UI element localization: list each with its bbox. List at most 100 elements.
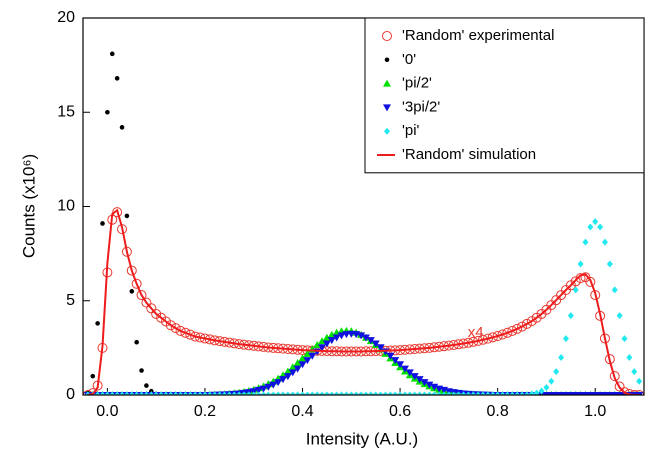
diamond-marker (123, 391, 130, 395)
diamond-marker (489, 391, 496, 395)
triangle-marker (425, 381, 434, 389)
diamond-marker (480, 391, 487, 395)
diamond-marker (362, 391, 369, 395)
diamond-marker (197, 391, 204, 395)
triangle-marker (376, 344, 385, 352)
diamond-marker (533, 389, 540, 395)
circle-marker (487, 332, 498, 343)
diamond-marker (158, 391, 165, 395)
diamond-marker (528, 390, 535, 395)
circle-marker (575, 273, 586, 284)
diamond-marker (611, 286, 618, 294)
circle-marker (512, 323, 523, 334)
diamond-marker (289, 391, 296, 395)
triangle-marker (327, 337, 336, 345)
dot-marker (105, 109, 110, 115)
x-axis-label: Intensity (A.U.) (306, 429, 418, 448)
diamond-marker (167, 391, 174, 395)
diamond-marker (192, 391, 199, 395)
x-tick-label: 0.8 (487, 403, 509, 420)
diamond-marker (606, 260, 613, 268)
triangle-marker (371, 340, 380, 348)
annotation: x4 (468, 324, 484, 341)
diamond-marker (597, 223, 604, 231)
circle-marker (497, 329, 508, 340)
triangle-marker (383, 79, 391, 87)
dot-marker (129, 289, 135, 294)
simulation-line (87, 208, 640, 395)
triangle-marker (415, 376, 424, 384)
triangle-marker (298, 354, 307, 362)
triangle-marker (313, 341, 322, 349)
circle-marker (185, 329, 196, 340)
diamond-marker (582, 238, 589, 246)
triangle-marker (269, 381, 278, 389)
diamond-marker (216, 391, 223, 395)
diamond-marker (280, 391, 287, 395)
dot-marker (139, 368, 144, 373)
diamond-marker (148, 391, 155, 395)
y-tick-label: 15 (57, 103, 75, 120)
dot-marker (114, 76, 120, 81)
dot-marker (90, 373, 96, 379)
x-tick-label: 0.6 (389, 403, 411, 420)
diamond-marker (348, 391, 355, 395)
dot-marker (384, 57, 390, 63)
triangle-marker (410, 373, 419, 381)
legend-label: 'Random' simulation (402, 146, 536, 163)
diamond-marker (416, 391, 423, 395)
diamond-marker (358, 391, 365, 395)
diamond-marker (392, 391, 399, 395)
circle-marker (478, 334, 489, 345)
circle-marker (585, 276, 596, 287)
diamond-marker (475, 391, 482, 395)
diamond-marker (319, 391, 326, 395)
dot-marker (124, 213, 130, 219)
y-tick-label: 0 (66, 386, 75, 403)
circle-marker (141, 297, 152, 308)
triangle-marker (259, 385, 268, 393)
diamond-marker (250, 391, 257, 395)
diamond-marker (299, 391, 306, 395)
diamond-marker (401, 391, 408, 395)
legend-label: '3pi/2' (402, 98, 440, 115)
circle-marker (609, 371, 620, 382)
circle-marker (502, 327, 513, 338)
diamond-marker (382, 391, 389, 395)
triangle-marker (383, 104, 391, 112)
diamond-marker (143, 391, 150, 395)
triangle-marker (342, 331, 351, 339)
diamond-marker (543, 383, 550, 391)
triangle-marker (303, 349, 312, 357)
legend-label: 'pi' (402, 122, 420, 139)
diamond-marker (460, 391, 467, 395)
circle-marker (180, 327, 191, 338)
diamond-marker (397, 391, 404, 395)
diamond-marker (372, 391, 379, 395)
circle-marker (492, 330, 503, 341)
diamond-marker (294, 391, 301, 395)
x-tick-label: 1.0 (584, 403, 606, 420)
diamond-marker (519, 391, 526, 395)
circle-marker (482, 333, 493, 344)
triangle-marker (420, 379, 429, 387)
diamond-marker (211, 391, 218, 395)
diamond-marker (119, 391, 126, 395)
dot-marker (95, 321, 100, 326)
diamond-marker (509, 391, 516, 395)
diamond-marker (592, 218, 599, 226)
y-tick-label: 5 (66, 292, 75, 309)
triangle-marker (396, 361, 405, 369)
triangle-marker (391, 357, 400, 365)
diamond-marker (104, 391, 111, 395)
triangle-marker (254, 386, 263, 394)
diamond-marker (455, 391, 462, 395)
diamond-marker (494, 391, 501, 395)
circle-marker (126, 265, 137, 276)
diamond-marker (343, 391, 350, 395)
diamond-marker (99, 391, 106, 395)
triangle-marker (361, 334, 370, 342)
diamond-marker (567, 312, 574, 320)
diamond-marker (431, 391, 438, 395)
